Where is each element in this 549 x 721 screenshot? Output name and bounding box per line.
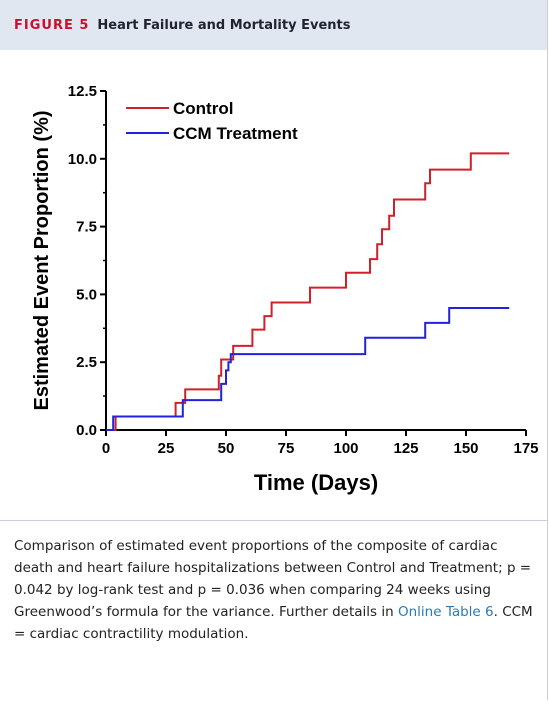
caption-link[interactable]: Online Table 6 [397, 604, 494, 620]
step-line [106, 306, 510, 431]
x-tick-label: 25 [158, 440, 175, 457]
x-tick-label: 75 [278, 440, 295, 457]
caption: Comparison of estimated event proportion… [0, 521, 547, 645]
y-tick-label: 5.0 [76, 286, 97, 303]
caption-text-end: . CCM = cardiac contractility modulation… [14, 604, 533, 642]
x-tick-label: 150 [453, 440, 478, 457]
y-tick-label: 2.5 [76, 354, 97, 371]
x-axis-label: Time (Days) [254, 470, 378, 495]
y-tick-label: 10.0 [68, 151, 97, 168]
figure: FIGURE 5 Heart Failure and Mortality Eve… [0, 0, 548, 700]
figure-header: FIGURE 5 Heart Failure and Mortality Eve… [0, 0, 547, 50]
y-tick-label: 7.5 [76, 219, 97, 236]
caption-text: Comparison of estimated event proportion… [14, 538, 532, 620]
chart: 0.0 2.5 5.0 7.5 10.0 12.5 0 25 50 75 100 125 150 175 T… [0, 83, 547, 521]
x-tick-label: 100 [333, 440, 358, 457]
y-axis-label: Estimated Event Proportion (%) [31, 110, 53, 410]
legend-label: CCM Treatment [173, 124, 298, 143]
y-tick-label: 12.5 [68, 83, 97, 100]
x-tick-label: 0 [102, 440, 110, 457]
x-tick-label: 125 [393, 440, 418, 457]
legend-label: Control [173, 99, 233, 118]
x-tick-label: 175 [513, 440, 538, 457]
figure-title: Heart Failure and Mortality Events [97, 17, 351, 33]
figure-label: FIGURE 5 [14, 17, 90, 33]
step-line [106, 152, 510, 431]
x-tick-label: 50 [218, 440, 235, 457]
y-tick-label: 0.0 [76, 422, 97, 439]
